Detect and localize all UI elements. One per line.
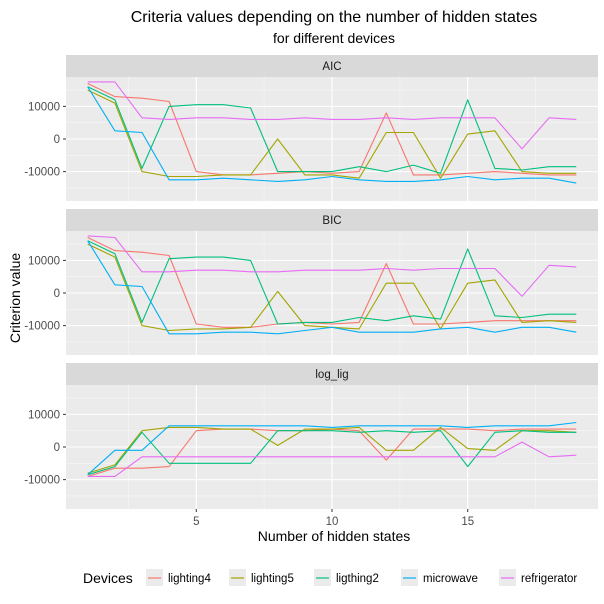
series-line-lighting5 bbox=[87, 426, 577, 474]
y-tick-label: 10000 bbox=[28, 101, 60, 113]
legend-label: lighting5 bbox=[251, 573, 294, 585]
series-line-ligthing2 bbox=[87, 86, 577, 174]
series-line-refrigerator bbox=[87, 81, 577, 150]
legend-item-lighting4: lighting4 bbox=[146, 569, 211, 586]
series-line-refrigerator bbox=[87, 441, 577, 477]
facet-strip bbox=[66, 209, 598, 231]
y-tick-label: 0 bbox=[54, 134, 60, 146]
legend-label: refrigerator bbox=[521, 573, 577, 585]
x-tick-label: 15 bbox=[461, 516, 474, 528]
y-tick-label: -10000 bbox=[24, 321, 60, 333]
legend-title: Devices bbox=[83, 570, 133, 586]
facet-strip-label: AIC bbox=[322, 61, 341, 73]
y-tick-label: -10000 bbox=[24, 167, 60, 179]
facet-panel-bic: BIC -10000 0 10000 bbox=[24, 209, 598, 355]
chart-subtitle: for different devices bbox=[273, 30, 395, 46]
series-line-microwave bbox=[87, 240, 577, 335]
legend: Devices lighting4 lighting5 ligthing2 microw… bbox=[83, 569, 577, 586]
series-line-lighting4 bbox=[87, 237, 577, 328]
series-line-ligthing2 bbox=[87, 430, 577, 476]
legend-label: microwave bbox=[423, 573, 478, 585]
x-axis-title: Number of hidden states bbox=[258, 528, 411, 544]
legend-label: ligthing2 bbox=[336, 573, 379, 585]
series-line-lighting5 bbox=[87, 89, 577, 179]
y-tick-label: 10000 bbox=[28, 255, 60, 267]
facet-panel-aic: AIC -10000 0 10000 bbox=[24, 55, 598, 201]
facet-strip-label: log_lig bbox=[315, 369, 348, 381]
series-line-lighting4 bbox=[87, 83, 577, 176]
series-line-ligthing2 bbox=[87, 240, 577, 325]
legend-item-refrigerator: refrigerator bbox=[499, 569, 577, 586]
facet-strip bbox=[66, 363, 598, 385]
chart-title: Criteria values depending on the number … bbox=[131, 9, 537, 26]
legend-label: lighting4 bbox=[168, 573, 211, 585]
legend-item-microwave: microwave bbox=[401, 569, 478, 586]
x-axis: 5 10 15 bbox=[193, 509, 474, 528]
series-line-microwave bbox=[87, 86, 577, 184]
y-tick-label: 0 bbox=[54, 288, 60, 300]
legend-item-ligthing2: ligthing2 bbox=[314, 569, 379, 586]
y-tick-label: 10000 bbox=[28, 409, 60, 421]
series-line-refrigerator bbox=[87, 235, 577, 297]
y-axis-title: Criterion value bbox=[7, 253, 23, 343]
legend-item-lighting5: lighting5 bbox=[229, 569, 294, 586]
facet-strip bbox=[66, 55, 598, 77]
facet-strip-label: BIC bbox=[322, 215, 341, 227]
facet-panels: AIC -10000 0 10000 BIC -10000 0 10000 log_lig -10… bbox=[24, 55, 598, 509]
y-tick-label: -10000 bbox=[24, 475, 60, 487]
series-line-microwave bbox=[87, 421, 577, 476]
facet-panel-log-lig: log_lig -10000 0 10000 bbox=[24, 363, 598, 509]
x-tick-label: 5 bbox=[193, 516, 199, 528]
x-tick-label: 10 bbox=[326, 516, 339, 528]
y-tick-label: 0 bbox=[54, 442, 60, 454]
